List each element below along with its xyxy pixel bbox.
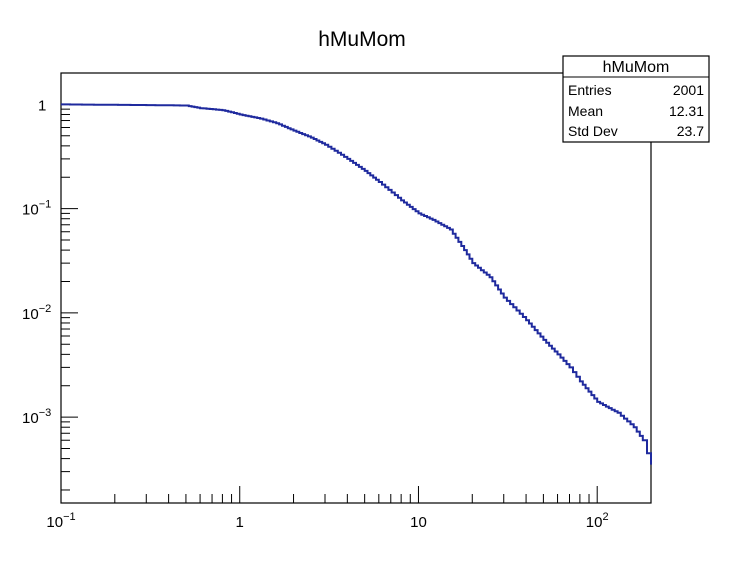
- data-line: [61, 103, 652, 465]
- y-tick-label: 10−3: [22, 407, 51, 427]
- stats-stddev-value: 23.7: [677, 123, 704, 139]
- y-tick-label: 10−2: [22, 303, 51, 323]
- stats-mean-value: 12.31: [669, 103, 704, 119]
- minor-ticks: [61, 72, 652, 503]
- stats-box: hMuMom Entries 2001 Mean 12.31 Std Dev 2…: [562, 55, 710, 143]
- stats-entries-label: Entries: [568, 82, 612, 98]
- stats-stddev-label: Std Dev: [568, 123, 618, 139]
- y-tick-label: 1: [38, 97, 46, 114]
- stats-box-title: hMuMom: [603, 59, 670, 76]
- stats-entries-value: 2001: [673, 82, 704, 98]
- chart-title: hMuMom: [318, 28, 406, 51]
- plot-frame: [60, 72, 652, 504]
- x-tick-label: 1: [236, 514, 244, 531]
- y-axis: 1 10−1 10−2 10−3: [22, 97, 78, 427]
- x-axis: 10−1 1 10 102: [46, 486, 609, 531]
- x-tick-label: 102: [586, 511, 609, 531]
- stats-mean-label: Mean: [568, 103, 603, 119]
- y-tick-label: 10−1: [22, 199, 51, 219]
- x-tick-label: 10: [410, 514, 427, 531]
- x-tick-label: 10−1: [46, 511, 75, 531]
